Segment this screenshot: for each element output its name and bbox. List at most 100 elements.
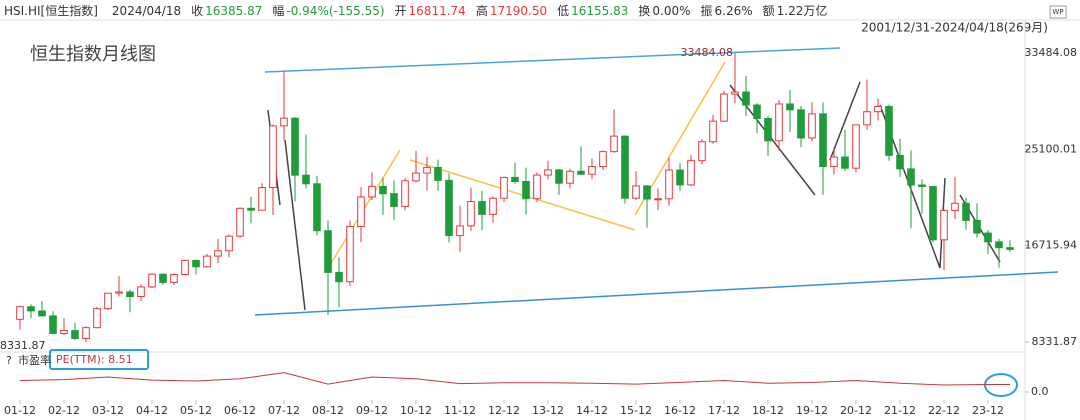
x-tick-label: 08-12 <box>312 404 344 417</box>
candle-body <box>214 250 222 257</box>
candle-body <box>302 174 310 185</box>
candle-body <box>335 271 343 283</box>
x-tick-label: 22-12 <box>928 404 960 417</box>
candle-body <box>126 291 134 298</box>
candle-body <box>654 198 662 201</box>
field-value: 1.22万亿 <box>777 3 828 18</box>
candle-body <box>918 184 926 188</box>
x-tick-label: 23-12 <box>972 404 1004 417</box>
field-label: 幅 <box>272 3 284 18</box>
candle-body <box>896 154 904 170</box>
field-value: 16385.87 <box>205 4 262 18</box>
candle-body <box>885 106 893 156</box>
candle-body <box>577 170 585 175</box>
field-value: -0.94%(-155.55) <box>286 4 384 18</box>
candle-body <box>478 201 486 215</box>
field-value: 16155.83 <box>571 4 628 18</box>
candle-body <box>588 166 596 175</box>
candle-body <box>632 185 640 199</box>
candle-body <box>181 259 189 276</box>
candle-body <box>830 156 838 168</box>
candle-body <box>159 273 167 283</box>
x-tick-label: 20-12 <box>840 404 872 417</box>
candle-body <box>984 232 992 243</box>
candle-body <box>412 172 420 182</box>
field-value: 16811.74 <box>409 4 466 18</box>
candle-body <box>104 292 112 310</box>
candle-body <box>38 310 46 317</box>
field-label: 振 <box>701 4 713 18</box>
candle-body <box>544 169 552 176</box>
candle-body <box>786 103 794 111</box>
candle-body <box>225 235 233 252</box>
candle-body <box>82 327 90 339</box>
help-icon: ? <box>6 354 12 367</box>
candle-body <box>742 91 750 106</box>
candle-body <box>203 255 211 268</box>
candle-body <box>313 183 321 232</box>
candle-body <box>258 187 266 211</box>
x-tick-label: 10-12 <box>400 404 432 417</box>
candle-body <box>368 185 376 198</box>
range: 2001/12/31-2024/04/18(269月) <box>861 21 1048 35</box>
trend-arrow <box>284 139 306 311</box>
x-tick-label: 02-12 <box>48 404 80 417</box>
candle-body <box>192 259 200 268</box>
candle-body <box>797 109 805 139</box>
x-tick-label: 21-12 <box>884 404 916 417</box>
header: HSI.HI[恒生指数] 2024/04/18 收 16385.87 幅 -0.94%(-… <box>4 3 827 18</box>
x-tick-label: 12-12 <box>488 404 520 417</box>
candle-body <box>753 104 761 119</box>
chart-title: 恒生指数月线图 <box>30 44 156 65</box>
candle-body <box>467 201 475 227</box>
candle-body <box>511 176 519 183</box>
candle-body <box>566 170 574 184</box>
trend-line <box>254 271 1059 316</box>
panel-label: 市盈率 <box>18 353 51 367</box>
candle-body <box>489 197 497 215</box>
x-tick-label: 13-12 <box>532 404 564 417</box>
x-tick-label: 01-12 <box>4 404 36 417</box>
candle-body <box>720 93 728 122</box>
badge-box[interactable] <box>1049 5 1067 19</box>
candle-body <box>555 169 563 184</box>
candle-body <box>687 160 695 186</box>
candle-body <box>533 174 541 200</box>
badge[interactable]: WP <box>1052 8 1063 16</box>
field-label: 开 <box>395 4 407 18</box>
x-tick-label: 11-12 <box>444 404 476 417</box>
candle-body <box>676 169 684 186</box>
candle-body <box>445 179 453 237</box>
candle-body <box>247 207 255 211</box>
candle-body <box>434 166 442 181</box>
field-label: 换 <box>638 4 650 18</box>
annotation: 33484.08 <box>681 46 734 59</box>
plot: 8331.87 16715.94 25100.01 33484.08 01-12 02-1… <box>0 46 1077 417</box>
field-label: 低 <box>557 4 569 18</box>
y-tick-label: 0.0 <box>1031 385 1049 398</box>
pe-line <box>19 372 1011 386</box>
header-line: HSI.HI[恒生指数] 2024/04/18 收 16385.87 幅 -0.94%(-… <box>4 3 827 18</box>
y-tick-label: 25100.01 <box>1025 142 1078 155</box>
candle-body <box>500 176 508 199</box>
candle-body <box>324 230 332 273</box>
candle-body <box>379 185 387 195</box>
trend-arrow <box>329 149 401 266</box>
candle-body <box>115 291 123 294</box>
candle-body <box>863 111 871 126</box>
candle-body <box>764 117 772 142</box>
x-tick-label: 16-12 <box>664 404 696 417</box>
x-tick-label: 19-12 <box>796 404 828 417</box>
field-label: 额 <box>763 4 775 18</box>
annotation: 8331.87 <box>0 339 46 352</box>
y-tick-label: 16715.94 <box>1025 239 1078 252</box>
candle-body <box>599 151 607 168</box>
x-tick-label: 14-12 <box>576 404 608 417</box>
y-tick-label: 8331.87 <box>1032 335 1078 348</box>
pe-value: PE(TTM): 8.51 <box>56 353 133 366</box>
field-label: 高 <box>476 3 488 18</box>
field-value: 6.26% <box>715 4 753 18</box>
x-tick-label: 06-12 <box>224 404 256 417</box>
